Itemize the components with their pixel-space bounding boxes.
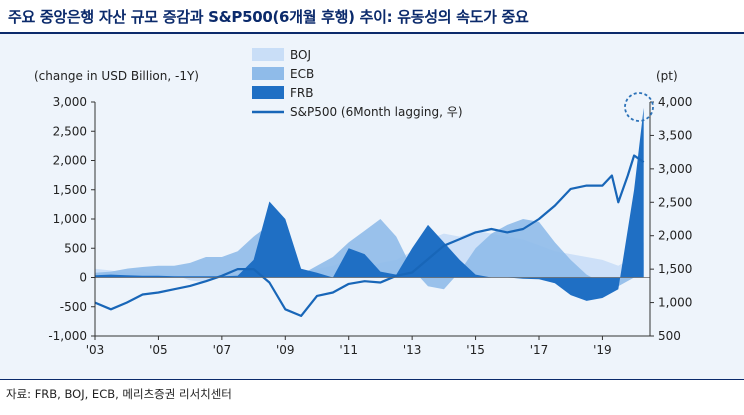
legend-swatch xyxy=(252,67,284,80)
page-title: 주요 중앙은행 자산 규모 증감과 S&P500(6개월 후행) 추이: 유동성… xyxy=(8,7,529,26)
x-tick-label: '17 xyxy=(530,343,549,357)
x-tick-label: '05 xyxy=(149,343,168,357)
left-tick-label: 0 xyxy=(79,271,87,285)
right-tick-label: 3,500 xyxy=(658,128,692,142)
chart-area: -1,000 -500 0 500 1,000 1,500 2,000 2,500 3,000 5… xyxy=(0,34,744,380)
title-divider xyxy=(0,32,744,34)
right-tick-label: 3,000 xyxy=(658,162,692,176)
right-tick-label: 2,500 xyxy=(658,195,692,209)
legend-label: ECB xyxy=(290,67,314,81)
frb-area xyxy=(95,107,644,301)
title-bar: 주요 중앙은행 자산 규모 증감과 S&P500(6개월 후행) 추이: 유동성… xyxy=(0,0,744,32)
x-tick-label: '19 xyxy=(593,343,612,357)
chart-svg: -1,000 -500 0 500 1,000 1,500 2,000 2,500 3,000 5… xyxy=(34,48,692,357)
legend-swatch xyxy=(252,48,284,61)
left-tick-label: 2,500 xyxy=(53,124,87,138)
source-divider xyxy=(0,379,744,380)
right-tick-label: 2,000 xyxy=(658,229,692,243)
right-tick-label: 4,000 xyxy=(658,95,692,109)
highlight-circle xyxy=(624,92,654,122)
line-layer xyxy=(94,154,645,317)
legend-label: BOJ xyxy=(290,48,311,62)
area-layer xyxy=(95,107,644,301)
x-tick-label: '13 xyxy=(403,343,422,357)
sp500-line xyxy=(94,154,645,317)
right-tick-label: 1,000 xyxy=(658,296,692,310)
x-tick-label: '11 xyxy=(339,343,358,357)
left-axis-label: (change in USD Billion, -1Y) xyxy=(34,69,199,83)
source-note: 자료: FRB, BOJ, ECB, 메리츠증권 리서치센터 xyxy=(6,387,232,401)
left-tick-label: 1,000 xyxy=(53,212,87,226)
legend-label: FRB xyxy=(290,86,313,100)
left-tick-label: -500 xyxy=(60,300,87,314)
legend-swatch xyxy=(252,86,284,99)
axes-layer: -1,000 -500 0 500 1,000 1,500 2,000 2,500 3,000 5… xyxy=(34,69,692,357)
legend-label: S&P500 (6Month lagging, 우) xyxy=(290,105,463,119)
left-tick-label: 1,500 xyxy=(53,183,87,197)
right-axis-label: (pt) xyxy=(656,69,678,83)
right-tick-label: 1,500 xyxy=(658,262,692,276)
x-tick-label: '09 xyxy=(276,343,295,357)
right-tick-label: 500 xyxy=(658,329,681,343)
left-tick-label: 500 xyxy=(64,241,87,255)
left-tick-label: -1,000 xyxy=(48,329,87,343)
x-tick-label: '15 xyxy=(466,343,485,357)
x-tick-label: '03 xyxy=(86,343,105,357)
left-tick-label: 2,000 xyxy=(53,154,87,168)
x-tick-label: '07 xyxy=(213,343,232,357)
legend: BOJ ECB FRB S&P500 (6Month lagging, 우) xyxy=(252,48,463,119)
left-tick-label: 3,000 xyxy=(53,95,87,109)
